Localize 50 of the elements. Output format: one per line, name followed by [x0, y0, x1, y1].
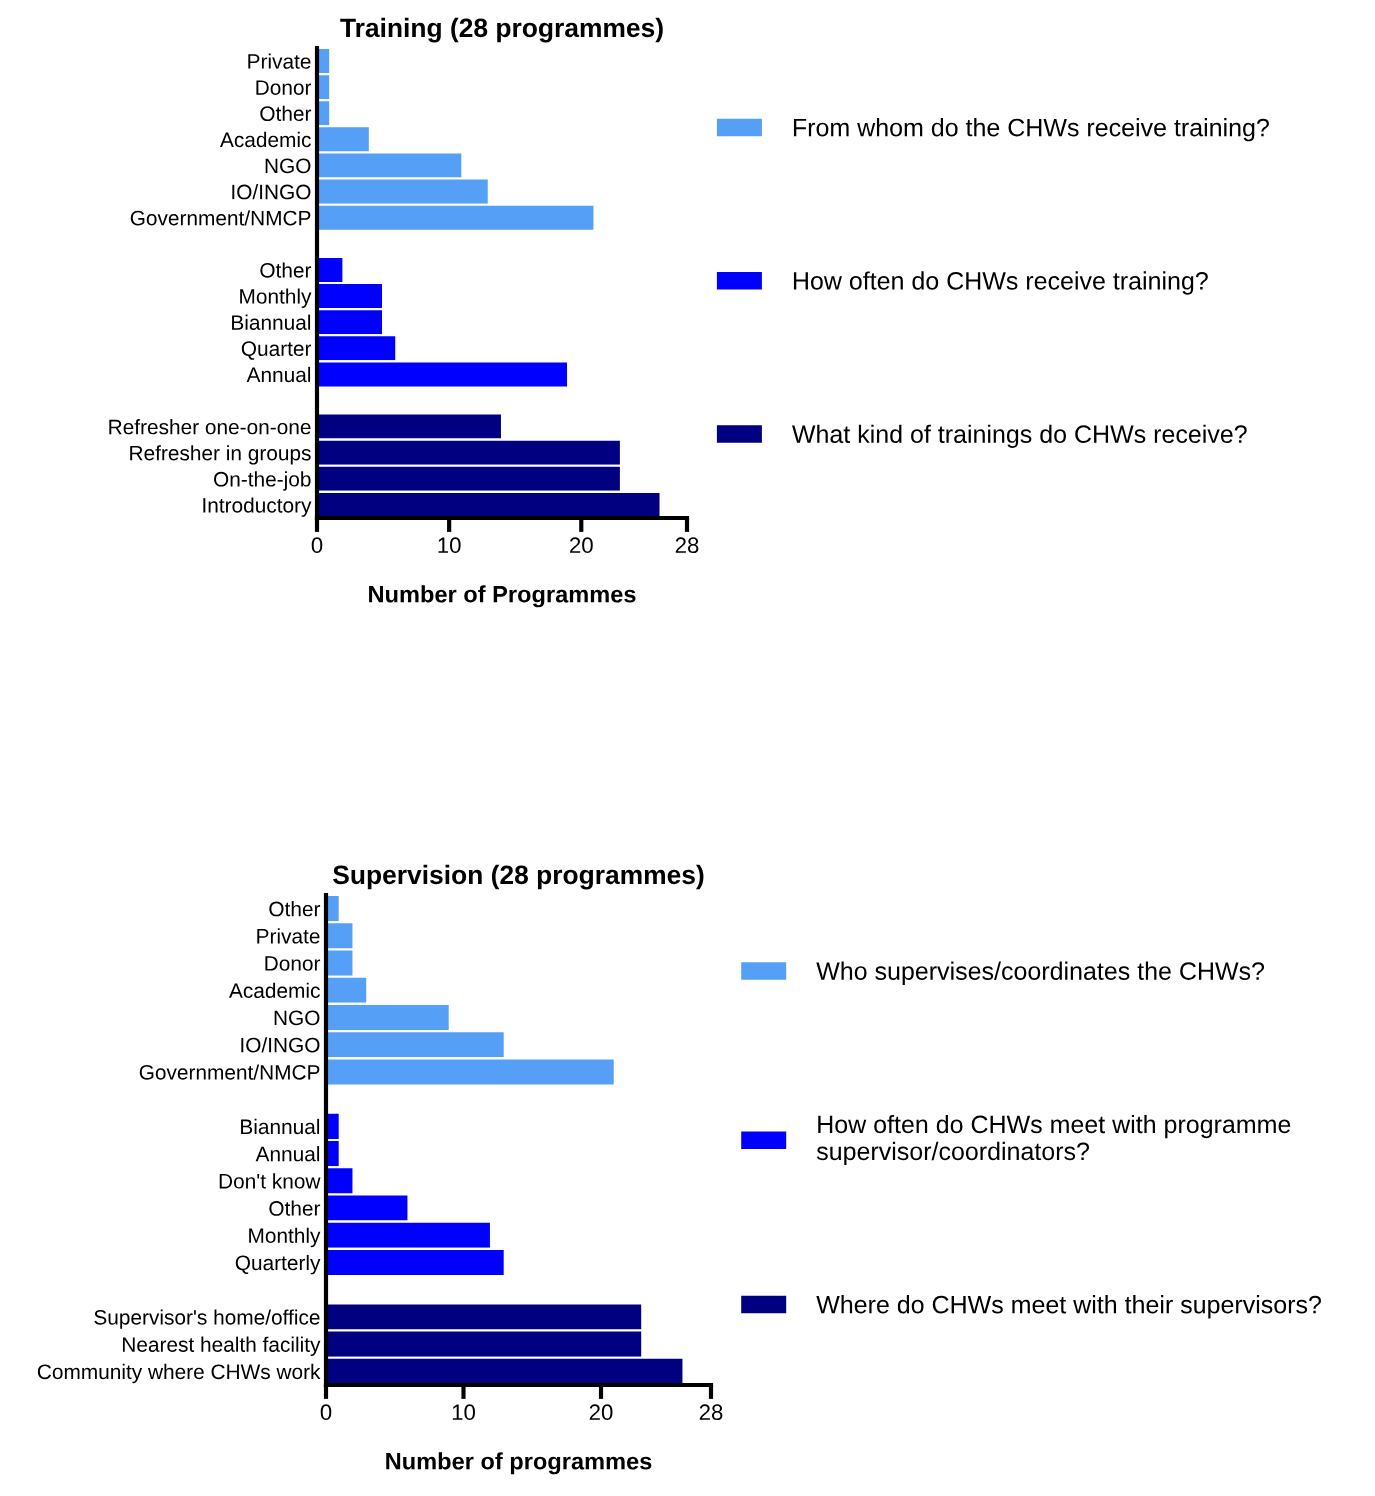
- y-tick-label: Monthly: [240, 288, 312, 308]
- y-tick-label: Annual: [246, 366, 311, 383]
- y-tick-label: Nearest health facility: [123, 1336, 321, 1357]
- legend-label: How often do CHWs receive training?: [793, 271, 1208, 295]
- y-tick-label: Academic: [220, 131, 311, 148]
- y-tick-label: Refresher one-on-one: [109, 419, 311, 435]
- y-tick-label: Quarter: [241, 341, 312, 360]
- y-tick-label: IO/INGO: [241, 1037, 320, 1053]
- y-tick-label: Academic: [229, 982, 320, 999]
- x-tick-label: 0: [311, 537, 323, 554]
- y-tick-label: Annual: [255, 1146, 320, 1162]
- y-tick-label: Introductory: [203, 497, 312, 517]
- x-tick-label: 0: [320, 1404, 332, 1421]
- legend-label: From whom do the CHWs receive training?: [793, 118, 1269, 142]
- x-tick-label: 20: [570, 537, 593, 554]
- y-tick-label: Private: [257, 928, 320, 944]
- y-tick-label: NGO: [265, 158, 311, 174]
- chart-title: Supervision (28 programmes): [333, 864, 704, 890]
- x-tick-label: 28: [675, 537, 699, 554]
- y-tick-label: On-the-job: [214, 471, 311, 491]
- x-tick-label: 10: [438, 537, 461, 554]
- y-tick-label: Other: [260, 105, 312, 122]
- legend-label: Where do CHWs meet with their supervisors?: [816, 1295, 1321, 1319]
- y-tick-label: Private: [248, 53, 311, 69]
- x-axis-title: Number of Programmes: [369, 585, 636, 608]
- y-tick-label: Government/NMCP: [130, 210, 311, 226]
- y-tick-label: Other: [269, 1200, 321, 1216]
- y-tick-label: Government/NMCP: [139, 1064, 320, 1080]
- legend-label: How often do CHWs meet with programme supervisor/coordinators?: [816, 1114, 1291, 1166]
- y-tick-label: Donor: [265, 956, 321, 971]
- y-tick-label: Community where CHWs work: [37, 1363, 321, 1384]
- x-tick-label: 20: [589, 1404, 613, 1421]
- y-tick-label: Quarterly: [235, 1254, 321, 1275]
- x-axis-title: Number of programmes: [386, 1452, 652, 1475]
- y-tick-label: Refresher in groups: [130, 445, 311, 465]
- legend-label: Who supervises/coordinates the CHWs?: [816, 961, 1265, 985]
- legend-label: What kind of trainings do CHWs receive?: [792, 424, 1247, 448]
- x-tick-label: 28: [699, 1404, 723, 1421]
- y-tick-label: Donor: [256, 80, 312, 95]
- x-tick-label: 10: [452, 1404, 475, 1421]
- y-tick-label: Biannual: [232, 314, 311, 330]
- y-tick-label: Biannual: [241, 1118, 320, 1135]
- y-tick-label: Supervisor's home/office: [94, 1309, 320, 1329]
- y-tick-label: NGO: [274, 1010, 320, 1026]
- y-tick-label: Other: [260, 262, 312, 278]
- y-tick-label: IO/INGO: [232, 184, 311, 200]
- y-tick-label: Other: [269, 901, 321, 917]
- chart-title: Training (28 programmes): [340, 17, 663, 43]
- y-tick-label: Monthly: [249, 1227, 321, 1248]
- y-tick-label: Don't know: [219, 1173, 321, 1189]
